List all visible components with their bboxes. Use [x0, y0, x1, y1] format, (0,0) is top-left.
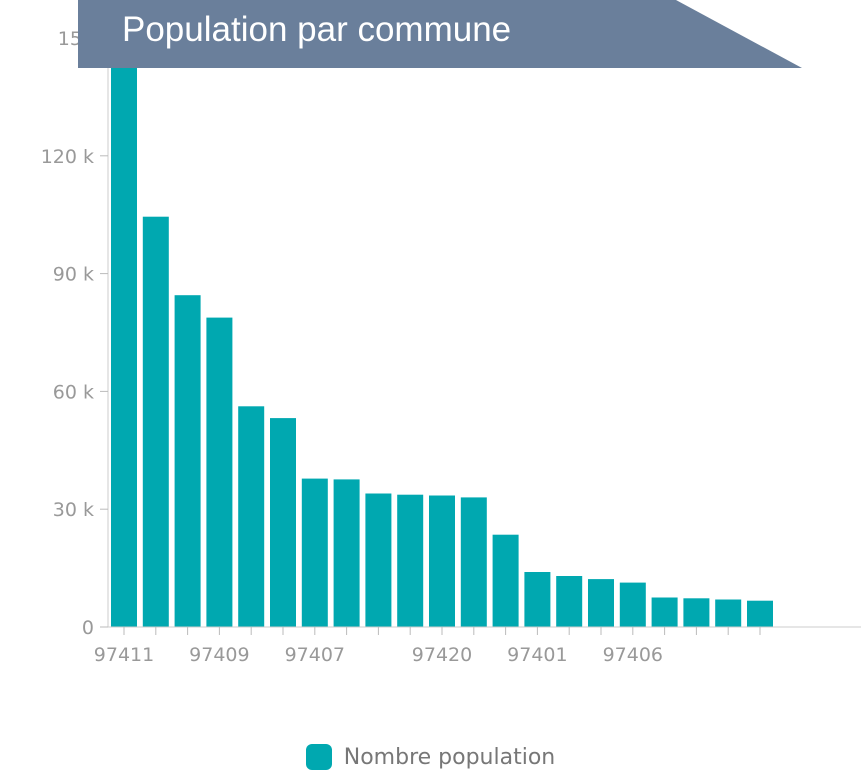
- bar-15[interactable]: [588, 579, 614, 627]
- bar-17[interactable]: [651, 597, 678, 628]
- bar-1[interactable]: [142, 216, 169, 627]
- bar-11[interactable]: [460, 497, 487, 627]
- bar-10[interactable]: [429, 495, 455, 628]
- x-tick-label-10: 97420: [412, 644, 472, 666]
- y-tick-label-4: 120 k: [41, 146, 94, 168]
- bar-16[interactable]: [619, 582, 646, 627]
- bar-2[interactable]: [174, 295, 201, 627]
- bar-6[interactable]: [301, 478, 328, 627]
- bar-5[interactable]: [270, 418, 296, 627]
- y-tick-label-0: 0: [82, 617, 94, 639]
- legend-swatch[interactable]: [305, 744, 332, 770]
- bar-12[interactable]: [492, 534, 519, 627]
- bar-8[interactable]: [365, 493, 392, 628]
- y-tick-label-1: 30 k: [53, 499, 94, 521]
- y-tick-label-3: 90 k: [53, 264, 94, 286]
- bar-9[interactable]: [397, 494, 424, 627]
- bar-14[interactable]: [556, 576, 583, 627]
- bar-13[interactable]: [524, 572, 551, 627]
- bar-19[interactable]: [715, 599, 742, 628]
- x-tick-label-16: 97406: [603, 644, 663, 666]
- x-tick-label-13: 97401: [507, 644, 567, 666]
- bar-0[interactable]: [111, 38, 137, 627]
- bar-18[interactable]: [683, 598, 710, 627]
- x-tick-label-0: 97411: [94, 644, 154, 666]
- legend-label[interactable]: Nombre population: [343, 744, 556, 770]
- x-tick-label-3: 97409: [189, 644, 249, 666]
- bars-group: [111, 38, 773, 627]
- y-tick-label-2: 60 k: [53, 381, 94, 403]
- bar-3[interactable]: [206, 317, 233, 627]
- bar-4[interactable]: [238, 406, 265, 627]
- title-banner: [78, 0, 802, 68]
- chart-title: Population par commune: [122, 10, 512, 49]
- x-tick-label-6: 97407: [285, 644, 345, 666]
- legend: Nombre population: [0, 740, 861, 774]
- bar-20[interactable]: [747, 600, 773, 627]
- bar-7[interactable]: [333, 479, 360, 627]
